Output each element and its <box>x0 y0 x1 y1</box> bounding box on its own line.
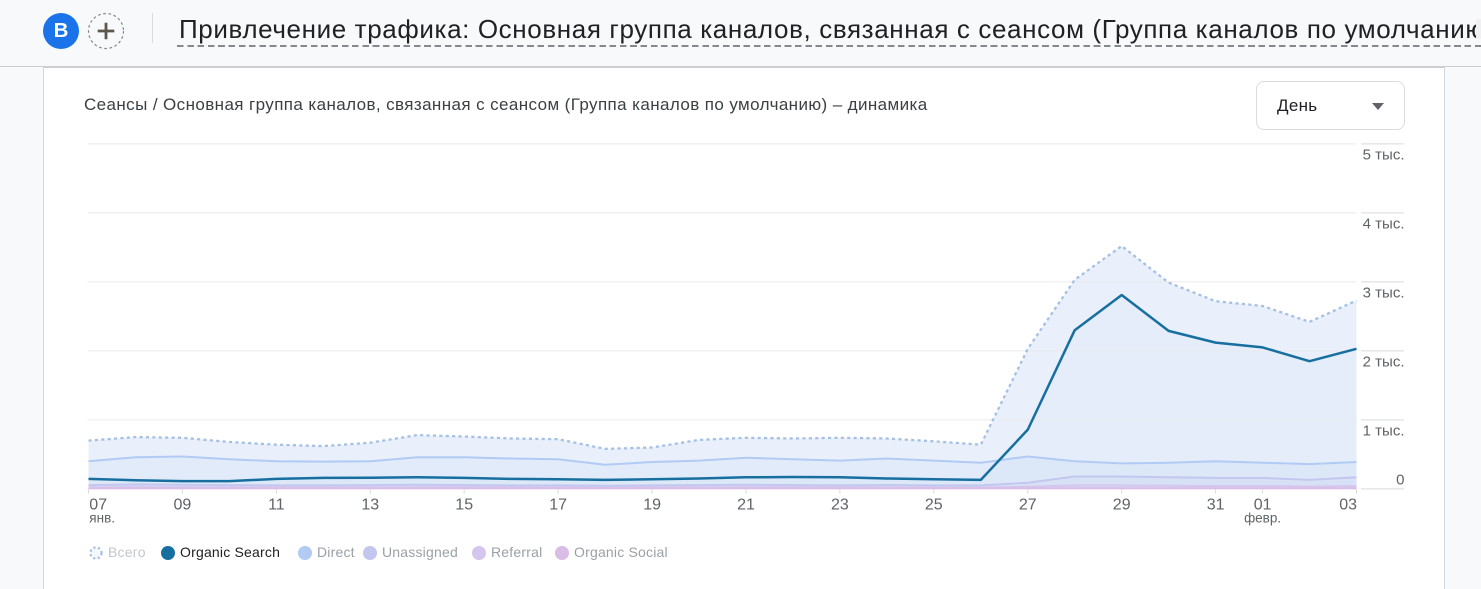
svg-text:4 тыс.: 4 тыс. <box>1363 216 1405 233</box>
svg-text:09: 09 <box>174 497 192 514</box>
svg-text:23: 23 <box>831 497 849 514</box>
svg-text:15: 15 <box>455 497 473 514</box>
svg-text:29: 29 <box>1113 497 1131 514</box>
svg-text:февр.: февр. <box>1244 511 1281 526</box>
svg-text:13: 13 <box>361 497 379 514</box>
svg-text:31: 31 <box>1207 497 1225 514</box>
svg-text:5 тыс.: 5 тыс. <box>1363 147 1405 164</box>
svg-text:19: 19 <box>643 497 661 514</box>
svg-text:01: 01 <box>1254 497 1272 514</box>
svg-text:21: 21 <box>737 497 755 514</box>
svg-text:1 тыс.: 1 тыс. <box>1363 423 1405 440</box>
svg-text:3 тыс.: 3 тыс. <box>1363 285 1405 302</box>
svg-text:0: 0 <box>1396 472 1404 489</box>
svg-text:2 тыс.: 2 тыс. <box>1363 354 1405 371</box>
svg-text:17: 17 <box>549 497 567 514</box>
svg-text:03: 03 <box>1339 497 1357 514</box>
svg-text:янв.: янв. <box>89 511 115 526</box>
svg-text:27: 27 <box>1019 497 1037 514</box>
svg-text:25: 25 <box>925 497 943 514</box>
svg-text:07: 07 <box>89 497 107 514</box>
svg-text:11: 11 <box>268 497 285 514</box>
